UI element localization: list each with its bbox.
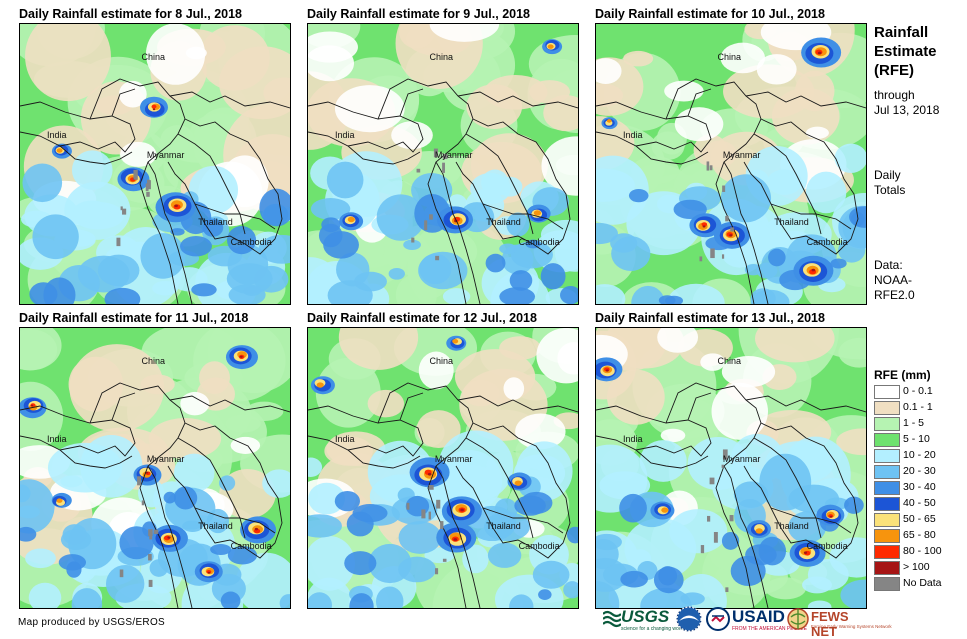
legend-swatch: [874, 433, 900, 447]
usgs-tagline: science for a changing world: [621, 626, 685, 632]
map-label-china: China: [717, 52, 742, 62]
map-label-thailand: Thailand: [486, 217, 521, 228]
legend-label: > 100: [903, 561, 930, 573]
legend-swatch: [874, 545, 900, 559]
sidebar-data-source: Data: NOAA- RFE2.0: [874, 258, 915, 302]
panel-title: Daily Rainfall estimate for 11 Jul., 201…: [19, 311, 249, 325]
rainfall-map: China India Myanmar Thailand Cambodia: [595, 23, 867, 305]
rainfall-map: China India Myanmar Thailand Cambodia: [307, 23, 579, 305]
legend-label: 50 - 65: [903, 513, 936, 525]
usaid-logo: USAID FROM THE AMERICAN PEOPLE: [706, 606, 807, 632]
map-label-india: India: [623, 434, 643, 445]
noaa-logo: [676, 606, 702, 632]
map-label-china: China: [141, 356, 166, 366]
panel-title: Daily Rainfall estimate for 8 Jul., 2018: [19, 7, 243, 21]
panel-title: Daily Rainfall estimate for 12 Jul., 201…: [307, 311, 537, 325]
map-label-india: India: [335, 434, 355, 445]
legend-swatch: [874, 561, 900, 575]
legend-label: 0.1 - 1: [903, 401, 933, 413]
map-label-china: China: [429, 356, 454, 366]
legend-label: 5 - 10: [903, 433, 930, 445]
rainfall-map: China India Myanmar Thailand Cambodia: [595, 327, 867, 609]
map-label-india: India: [47, 434, 67, 445]
usaid-tagline: FROM THE AMERICAN PEOPLE: [732, 626, 807, 632]
map-label-myanmar: Myanmar: [146, 150, 185, 160]
rainfall-field: [596, 328, 866, 608]
rainfall-map: China India Myanmar Thailand Cambodia: [307, 327, 579, 609]
legend-swatch: [874, 449, 900, 463]
map-label-myanmar: Myanmar: [722, 150, 761, 160]
map-label-cambodia: Cambodia: [518, 236, 560, 247]
legend-swatch: [874, 417, 900, 431]
fewsnet-globe-icon: [787, 608, 809, 630]
panel-title: Daily Rainfall estimate for 9 Jul., 2018: [307, 7, 531, 21]
legend-swatch: [874, 481, 900, 495]
legend-label: No Data: [903, 577, 942, 589]
map-label-thailand: Thailand: [774, 217, 809, 228]
map-label-india: India: [335, 130, 355, 141]
legend-swatch: [874, 465, 900, 479]
map-label-cambodia: Cambodia: [806, 540, 848, 551]
map-label-myanmar: Myanmar: [146, 454, 185, 464]
rainfall-field: [20, 328, 290, 608]
legend-label: 40 - 50: [903, 497, 936, 509]
map-label-cambodia: Cambodia: [806, 236, 848, 247]
usaid-wordmark: USAID: [732, 607, 785, 626]
legend-label: 0 - 0.1: [903, 385, 933, 397]
usgs-logo: USGS science for a changing world: [603, 606, 684, 632]
legend-swatch: [874, 497, 900, 511]
legend-swatch: [874, 385, 900, 399]
legend-label: 20 - 30: [903, 465, 936, 477]
usaid-seal-icon: [706, 607, 730, 631]
legend-label: 10 - 20: [903, 449, 936, 461]
map-label-thailand: Thailand: [486, 521, 521, 532]
sidebar-title: Rainfall Estimate (RFE): [874, 24, 937, 79]
map-label-thailand: Thailand: [198, 521, 233, 532]
map-credit: Map produced by USGS/EROS: [18, 617, 166, 628]
map-label-china: China: [717, 356, 742, 366]
legend-label: 65 - 80: [903, 529, 936, 541]
legend-label: 30 - 40: [903, 481, 936, 493]
legend-title: RFE (mm): [874, 368, 931, 382]
legend-swatch: [874, 401, 900, 415]
map-label-myanmar: Myanmar: [722, 454, 761, 464]
rainfall-field: [308, 24, 578, 304]
map-label-china: China: [141, 52, 166, 62]
legend-swatch: [874, 513, 900, 527]
rainfall-field: [20, 24, 290, 304]
map-label-india: India: [623, 130, 643, 141]
panel-title: Daily Rainfall estimate for 10 Jul., 201…: [595, 7, 825, 21]
legend-label: 1 - 5: [903, 417, 925, 429]
fewsnet-wordmark: FEWS NET: [811, 609, 849, 639]
map-label-cambodia: Cambodia: [230, 236, 272, 247]
legend-swatch: [874, 529, 900, 543]
map-label-myanmar: Myanmar: [434, 454, 473, 464]
map-label-myanmar: Myanmar: [434, 150, 473, 160]
rainfall-map: China India Myanmar Thailand Cambodia: [19, 23, 291, 305]
map-label-thailand: Thailand: [774, 521, 809, 532]
fewsnet-logo: FEWS NET Famine Early Warning Systems Ne…: [787, 606, 892, 639]
map-label-cambodia: Cambodia: [230, 540, 272, 551]
legend-label: 80 - 100: [903, 545, 942, 557]
fewsnet-tagline: Famine Early Warning Systems Network: [811, 624, 892, 629]
map-label-thailand: Thailand: [198, 217, 233, 228]
sidebar-through-date: through Jul 13, 2018: [874, 88, 940, 117]
map-label-india: India: [47, 130, 67, 141]
map-label-china: China: [429, 52, 454, 62]
rainfall-field: [308, 328, 578, 608]
noaa-emblem-icon: [676, 606, 702, 632]
rainfall-field: [596, 24, 866, 304]
panel-title: Daily Rainfall estimate for 13 Jul., 201…: [595, 311, 825, 325]
rainfall-map: China India Myanmar Thailand Cambodia: [19, 327, 291, 609]
sidebar-daily-totals: Daily Totals: [874, 168, 906, 197]
usgs-wave-icon: [603, 610, 621, 628]
legend-swatch: [874, 577, 900, 591]
usgs-wordmark: USGS: [621, 607, 670, 626]
map-label-cambodia: Cambodia: [518, 540, 560, 551]
